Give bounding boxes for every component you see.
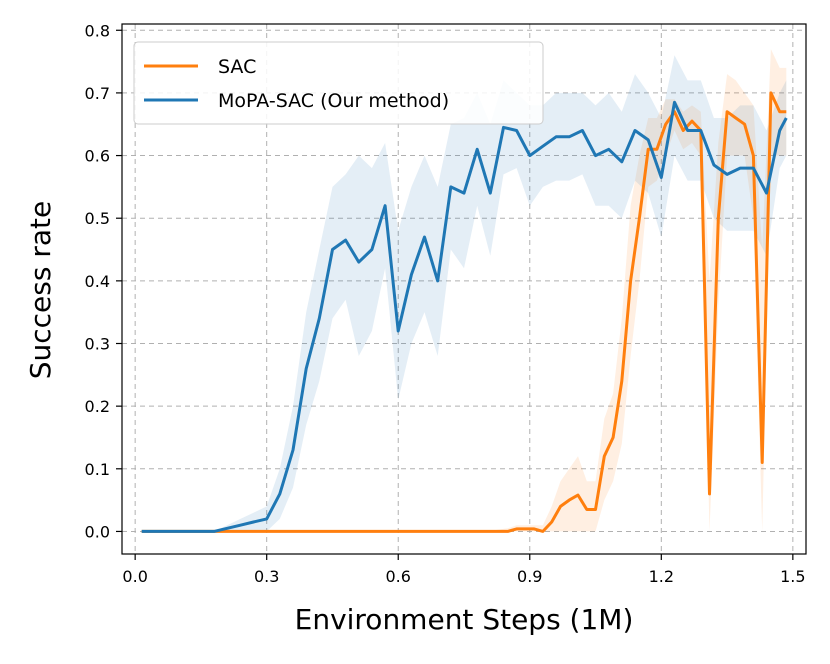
- x-tick-label: 0.3: [254, 567, 279, 586]
- x-axis-ticks: 0.0 0.3 0.6 0.9 1.2 1.5: [122, 554, 806, 586]
- y-tick-label: 0.3: [85, 335, 110, 354]
- x-tick-label: 1.2: [649, 567, 674, 586]
- y-tick-label: 0.4: [85, 272, 110, 291]
- y-tick-label: 0.1: [85, 460, 110, 479]
- y-tick-label: 0.8: [85, 21, 110, 40]
- legend-mopa-sac-label: MoPA-SAC (Our method): [218, 90, 449, 112]
- y-axis-title: Success rate: [24, 201, 57, 380]
- y-tick-label: 0.5: [85, 209, 110, 228]
- x-tick-label: 1.5: [780, 567, 805, 586]
- x-tick-label: 0.9: [517, 567, 542, 586]
- y-tick-label: 0.2: [85, 397, 110, 416]
- mopa-sac-our-method-line: [141, 100, 788, 533]
- y-tick-label: 0.7: [85, 84, 110, 103]
- sac-line: [141, 91, 787, 533]
- series-lines: [141, 91, 788, 533]
- y-tick-label: 0.6: [85, 147, 110, 166]
- x-axis-title: Environment Steps (1M): [295, 603, 634, 636]
- x-tick-label: 0.6: [386, 567, 411, 586]
- y-tick-label: 0.0: [85, 522, 110, 541]
- legend: SAC MoPA-SAC (Our method): [133, 41, 544, 125]
- legend-box: [133, 41, 544, 125]
- x-tick-label: 0.0: [122, 567, 147, 586]
- legend-sac-label: SAC: [218, 56, 256, 78]
- plot-area-frame: [121, 23, 807, 555]
- confidence-bands: [141, 49, 787, 532]
- y-axis-ticks: 0.0 0.1 0.2 0.3 0.4 0.5 0.6 0.7 0.8: [85, 21, 122, 541]
- mopa-sac-our-method-confidence-band: [141, 55, 787, 532]
- grid: [122, 24, 806, 554]
